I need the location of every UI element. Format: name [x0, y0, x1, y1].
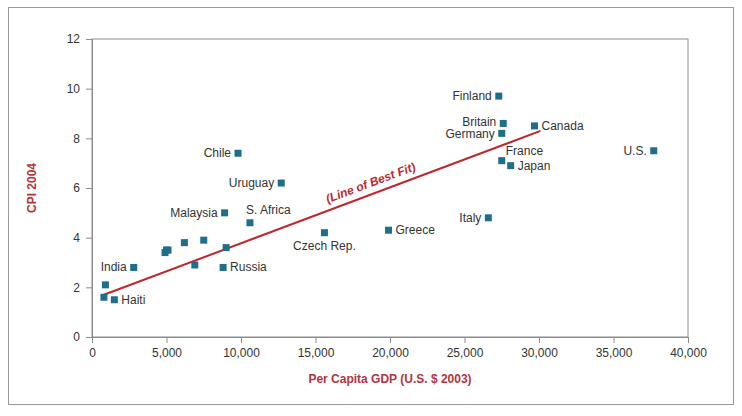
data-point	[181, 239, 188, 246]
point-label: Italy	[459, 211, 481, 225]
tick-label: 12	[67, 32, 81, 46]
tick-mark	[86, 287, 92, 288]
point-label: Uruguay	[229, 176, 274, 190]
data-point	[485, 214, 492, 221]
data-point	[495, 93, 502, 100]
tick: 5,000	[152, 337, 182, 360]
tick-label: 15,000	[298, 346, 335, 360]
data-point	[102, 281, 109, 288]
tick: 25,000	[447, 337, 484, 360]
tick-label: 4	[73, 231, 80, 245]
data-point	[650, 147, 657, 154]
tick-mark	[465, 337, 466, 343]
axis-line	[93, 338, 689, 344]
tick-label: 0	[89, 346, 96, 360]
point-label: Malaysia	[170, 206, 218, 220]
data-point	[111, 296, 118, 303]
point-label: S. Africa	[246, 203, 291, 217]
tick: 35,000	[596, 337, 633, 360]
tick-mark	[86, 138, 92, 139]
tick-mark	[614, 337, 615, 343]
outer-frame	[9, 8, 734, 405]
tick-mark	[688, 337, 689, 343]
point-label: Haiti	[121, 293, 145, 307]
data-point	[235, 150, 242, 157]
tick-label: 40,000	[670, 346, 707, 360]
data-point	[220, 264, 227, 271]
tick: 2	[73, 281, 92, 295]
tick-label: 0	[73, 330, 80, 344]
x-axis-title: Per Capita GDP (U.S. $ 2003)	[308, 372, 471, 386]
axis-line	[86, 40, 93, 338]
tick: 0	[73, 330, 92, 344]
tick-label: 8	[73, 132, 80, 146]
x-axis: 0 5,000 10,000 15,000 20,000 25,000 30,000 35,0…	[89, 337, 707, 360]
data-point	[200, 237, 207, 244]
tick-mark	[539, 337, 540, 343]
trend-line-label: (Line of Best Fit)	[324, 160, 418, 206]
tick: 0	[89, 337, 96, 360]
tick: 20,000	[372, 337, 409, 360]
data-point	[130, 264, 137, 271]
tick-mark	[86, 39, 92, 40]
tick-mark	[86, 89, 92, 90]
tick-mark	[316, 337, 317, 343]
data-point	[498, 157, 505, 164]
tick-label: 20,000	[372, 346, 409, 360]
tick: 30,000	[521, 337, 558, 360]
tick: 10	[67, 82, 92, 96]
data-point	[500, 120, 507, 127]
data-point	[223, 244, 230, 251]
point-label: U.S.	[623, 144, 646, 158]
plot-area	[100, 93, 657, 304]
data-point	[164, 247, 171, 254]
data-point	[531, 122, 538, 129]
point-label: France	[506, 144, 544, 158]
tick: 15,000	[298, 337, 335, 360]
tick-label: 6	[73, 181, 80, 195]
tick-label: 2	[73, 281, 80, 295]
tick-mark	[86, 188, 92, 189]
y-axis: 0 2 4 6 8 10 12	[67, 32, 93, 344]
tick: 6	[73, 181, 92, 195]
tick-mark	[241, 337, 242, 343]
tick: 12	[67, 32, 92, 46]
point-label: Japan	[518, 159, 551, 173]
data-point	[191, 261, 198, 268]
data-point	[100, 294, 107, 301]
trend-line	[104, 131, 541, 295]
point-label: Chile	[204, 146, 232, 160]
tick-label: 30,000	[521, 346, 558, 360]
data-point	[507, 162, 514, 169]
tick-label: 25,000	[447, 346, 484, 360]
data-point	[321, 229, 328, 236]
tick-mark	[390, 337, 391, 343]
data-point	[385, 227, 392, 234]
point-label: Czech Rep.	[293, 239, 356, 253]
point-label: Finland	[452, 89, 491, 103]
tick: 40,000	[670, 337, 707, 360]
tick: 10,000	[223, 337, 260, 360]
y-axis-title: CPI 2004	[25, 163, 39, 213]
tick-mark	[86, 238, 92, 239]
tick: 4	[73, 231, 92, 245]
point-labels: FinlandBritainGermanyCanadaU.S.FranceJap…	[101, 89, 647, 307]
tick-mark	[86, 337, 92, 338]
point-label: Greece	[396, 223, 436, 237]
point-label: Germany	[445, 127, 494, 141]
tick-label: 35,000	[596, 346, 633, 360]
point-label: India	[101, 260, 127, 274]
tick: 8	[73, 132, 92, 146]
data-point	[278, 180, 285, 187]
point-label: Canada	[542, 119, 584, 133]
tick-label: 10	[67, 82, 81, 96]
data-point	[498, 130, 505, 137]
point-label: Russia	[230, 260, 267, 274]
plot-frame	[92, 39, 688, 337]
data-point	[246, 219, 253, 226]
tick-label: 10,000	[223, 346, 260, 360]
data-point	[221, 209, 228, 216]
tick-mark	[167, 337, 168, 343]
tick-label: 5,000	[152, 346, 182, 360]
